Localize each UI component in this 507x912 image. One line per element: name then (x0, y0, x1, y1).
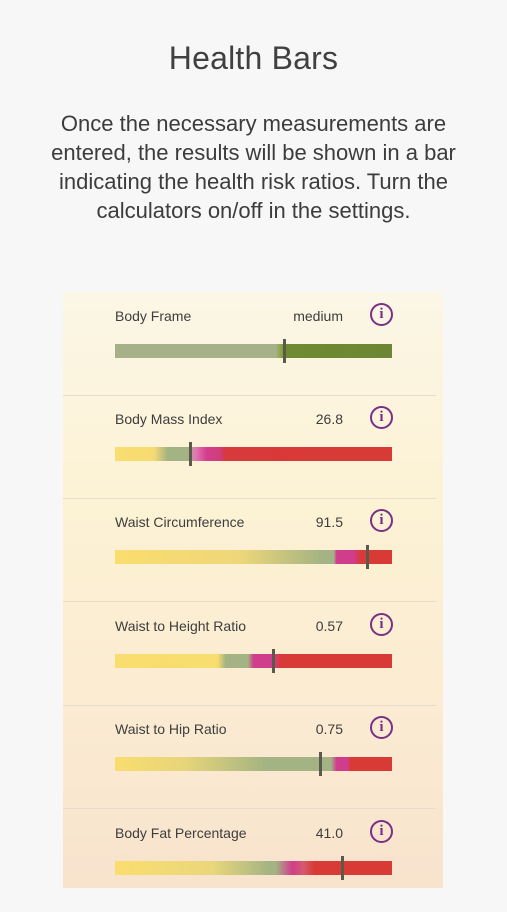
metric-value: 26.8 (315, 411, 343, 427)
health-bar (115, 442, 392, 466)
health-bar (115, 752, 392, 776)
info-icon[interactable]: i (370, 509, 393, 532)
metric-value: 41.0 (315, 825, 343, 841)
metric-value: 91.5 (315, 514, 343, 530)
health-bar (115, 856, 392, 880)
info-icon[interactable]: i (370, 303, 393, 326)
health-bar (115, 649, 392, 673)
metric-label: Body Frame (115, 308, 192, 324)
page-title: Health Bars (168, 40, 339, 76)
metric-label: Body Fat Percentage (115, 825, 247, 841)
bar-marker (188, 442, 192, 466)
metric-row-body-fat: Body Fat Percentage 41.0 i (63, 809, 436, 912)
metric-row-waist-to-hip: Waist to Hip Ratio 0.75 i (63, 705, 436, 809)
metric-value: 0.57 (315, 618, 343, 634)
bar-marker (271, 649, 275, 673)
metric-value: medium (293, 308, 343, 324)
metric-label: Waist to Height Ratio (115, 618, 246, 634)
bar-marker (282, 339, 286, 363)
bar-marker (341, 856, 345, 880)
metric-row-waist-circumference: Waist Circumference 91.5 i (63, 498, 436, 602)
metric-label: Waist to Hip Ratio (115, 721, 227, 737)
info-icon[interactable]: i (370, 613, 393, 636)
bar-marker (318, 752, 322, 776)
page-description: Once the necessary measurements are ente… (51, 111, 456, 223)
bar-marker (366, 545, 370, 569)
health-bars-panel: Body Frame medium i Body Mass Index 26.8… (63, 292, 443, 888)
metric-value: 0.75 (315, 721, 343, 737)
info-icon[interactable]: i (370, 716, 393, 739)
metric-label: Waist Circumference (115, 514, 245, 530)
metric-row-waist-to-height: Waist to Height Ratio 0.57 i (63, 602, 436, 706)
info-icon[interactable]: i (370, 820, 393, 843)
health-bar (115, 339, 392, 363)
metric-row-bmi: Body Mass Index 26.8 i (63, 395, 436, 499)
metric-label: Body Mass Index (115, 411, 223, 427)
health-bar (115, 545, 392, 569)
info-icon[interactable]: i (370, 406, 393, 429)
metric-row-body-frame: Body Frame medium i (63, 292, 436, 396)
